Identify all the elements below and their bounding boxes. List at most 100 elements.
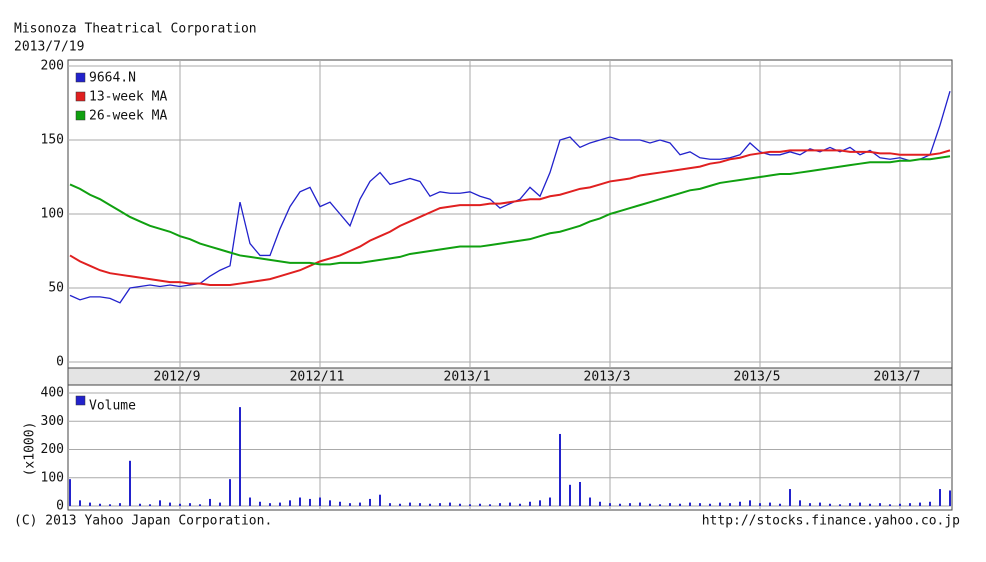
volume-bar bbox=[89, 502, 91, 506]
volume-bar bbox=[229, 479, 231, 506]
y-tick-label: 400 bbox=[41, 386, 64, 401]
volume-bar bbox=[559, 433, 561, 506]
volume-bar bbox=[519, 503, 521, 506]
volume-bar bbox=[239, 407, 241, 506]
legend-swatch bbox=[75, 91, 86, 102]
volume-bar bbox=[939, 489, 941, 506]
volume-bar bbox=[539, 500, 541, 506]
volume-bar bbox=[409, 502, 411, 506]
y-tick-label: 150 bbox=[41, 133, 64, 148]
x-tick-label: 2013/5 bbox=[734, 370, 781, 385]
y-tick-label: 100 bbox=[41, 207, 64, 222]
volume-bar bbox=[169, 502, 171, 506]
x-tick-label: 2013/7 bbox=[874, 370, 921, 385]
y-tick-label: 200 bbox=[41, 442, 64, 457]
footer-right: http://stocks.finance.yahoo.co.jp bbox=[702, 514, 960, 529]
volume-bar bbox=[309, 498, 311, 506]
volume-bar bbox=[489, 504, 491, 506]
volume-bar bbox=[79, 500, 81, 506]
volume-bar bbox=[549, 497, 551, 506]
volume-bar bbox=[179, 503, 181, 506]
volume-bar bbox=[789, 489, 791, 506]
volume-bar bbox=[889, 504, 891, 506]
volume-bar bbox=[339, 501, 341, 506]
volume-bar bbox=[609, 503, 611, 506]
volume-bar bbox=[99, 503, 101, 506]
volume-bar bbox=[619, 503, 621, 506]
volume-bar bbox=[259, 501, 261, 506]
volume-bar bbox=[319, 497, 321, 506]
legend-label: Volume bbox=[89, 399, 136, 414]
volume-bar bbox=[359, 502, 361, 506]
volume-bar bbox=[729, 503, 731, 506]
volume-bar bbox=[809, 503, 811, 506]
y-tick-label: 100 bbox=[41, 470, 64, 485]
volume-bar bbox=[709, 503, 711, 506]
volume-bar bbox=[439, 503, 441, 506]
volume-bar bbox=[819, 502, 821, 506]
volume-bar bbox=[879, 503, 881, 506]
volume-bar bbox=[419, 503, 421, 506]
date-band bbox=[67, 367, 953, 386]
volume-bar bbox=[859, 502, 861, 506]
volume-bar bbox=[479, 503, 481, 506]
volume-bar bbox=[129, 460, 131, 506]
volume-bar bbox=[699, 503, 701, 506]
volume-bar bbox=[629, 503, 631, 506]
volume-bar bbox=[429, 503, 431, 506]
legend-label: 9664.N bbox=[89, 71, 136, 86]
legend-swatch bbox=[75, 395, 86, 406]
y-axis-label: (x1000) bbox=[23, 422, 38, 477]
volume-bar bbox=[269, 503, 271, 506]
volume-bar bbox=[849, 503, 851, 506]
volume-bar bbox=[209, 498, 211, 506]
price-line bbox=[69, 155, 951, 266]
footer-left: (C) 2013 Yahoo Japan Corporation. bbox=[14, 514, 272, 529]
volume-bar bbox=[579, 481, 581, 506]
volume-bar bbox=[109, 504, 111, 506]
volume-bar bbox=[589, 497, 591, 506]
volume-bar bbox=[659, 504, 661, 506]
volume-bar bbox=[469, 504, 471, 506]
volume-bar bbox=[199, 504, 201, 506]
volume-bar bbox=[769, 502, 771, 506]
volume-bar bbox=[509, 502, 511, 506]
volume-bar bbox=[399, 503, 401, 506]
volume-bar bbox=[869, 503, 871, 506]
price-line bbox=[69, 90, 951, 304]
price-line bbox=[69, 149, 951, 287]
volume-bar bbox=[349, 503, 351, 506]
volume-bar bbox=[829, 503, 831, 506]
volume-bar bbox=[369, 498, 371, 506]
volume-bar bbox=[159, 500, 161, 506]
volume-bar bbox=[679, 503, 681, 506]
volume-bar bbox=[249, 497, 251, 506]
volume-bar bbox=[449, 502, 451, 506]
x-tick-label: 2013/3 bbox=[584, 370, 631, 385]
legend-swatch bbox=[75, 72, 86, 83]
volume-bar bbox=[639, 502, 641, 506]
legend-swatch bbox=[75, 110, 86, 121]
volume-bar bbox=[289, 500, 291, 506]
volume-bar bbox=[69, 479, 71, 506]
volume-bar bbox=[739, 501, 741, 506]
volume-bar bbox=[649, 503, 651, 506]
volume-bar bbox=[949, 490, 951, 506]
x-tick-label: 2013/1 bbox=[444, 370, 491, 385]
volume-bar bbox=[689, 502, 691, 506]
volume-bar bbox=[299, 497, 301, 506]
volume-bar bbox=[779, 503, 781, 506]
volume-bar bbox=[279, 502, 281, 506]
volume-bar bbox=[799, 500, 801, 506]
y-tick-label: 0 bbox=[56, 499, 64, 514]
legend-label: 13-week MA bbox=[89, 90, 167, 105]
volume-bar bbox=[189, 503, 191, 506]
chart-title: Misonoza Theatrical Corporation bbox=[14, 22, 257, 37]
volume-bar bbox=[899, 503, 901, 506]
volume-bar bbox=[529, 501, 531, 506]
x-tick-label: 2012/9 bbox=[154, 370, 201, 385]
y-tick-label: 0 bbox=[56, 355, 64, 370]
volume-bar bbox=[839, 504, 841, 506]
volume-bar bbox=[329, 500, 331, 506]
